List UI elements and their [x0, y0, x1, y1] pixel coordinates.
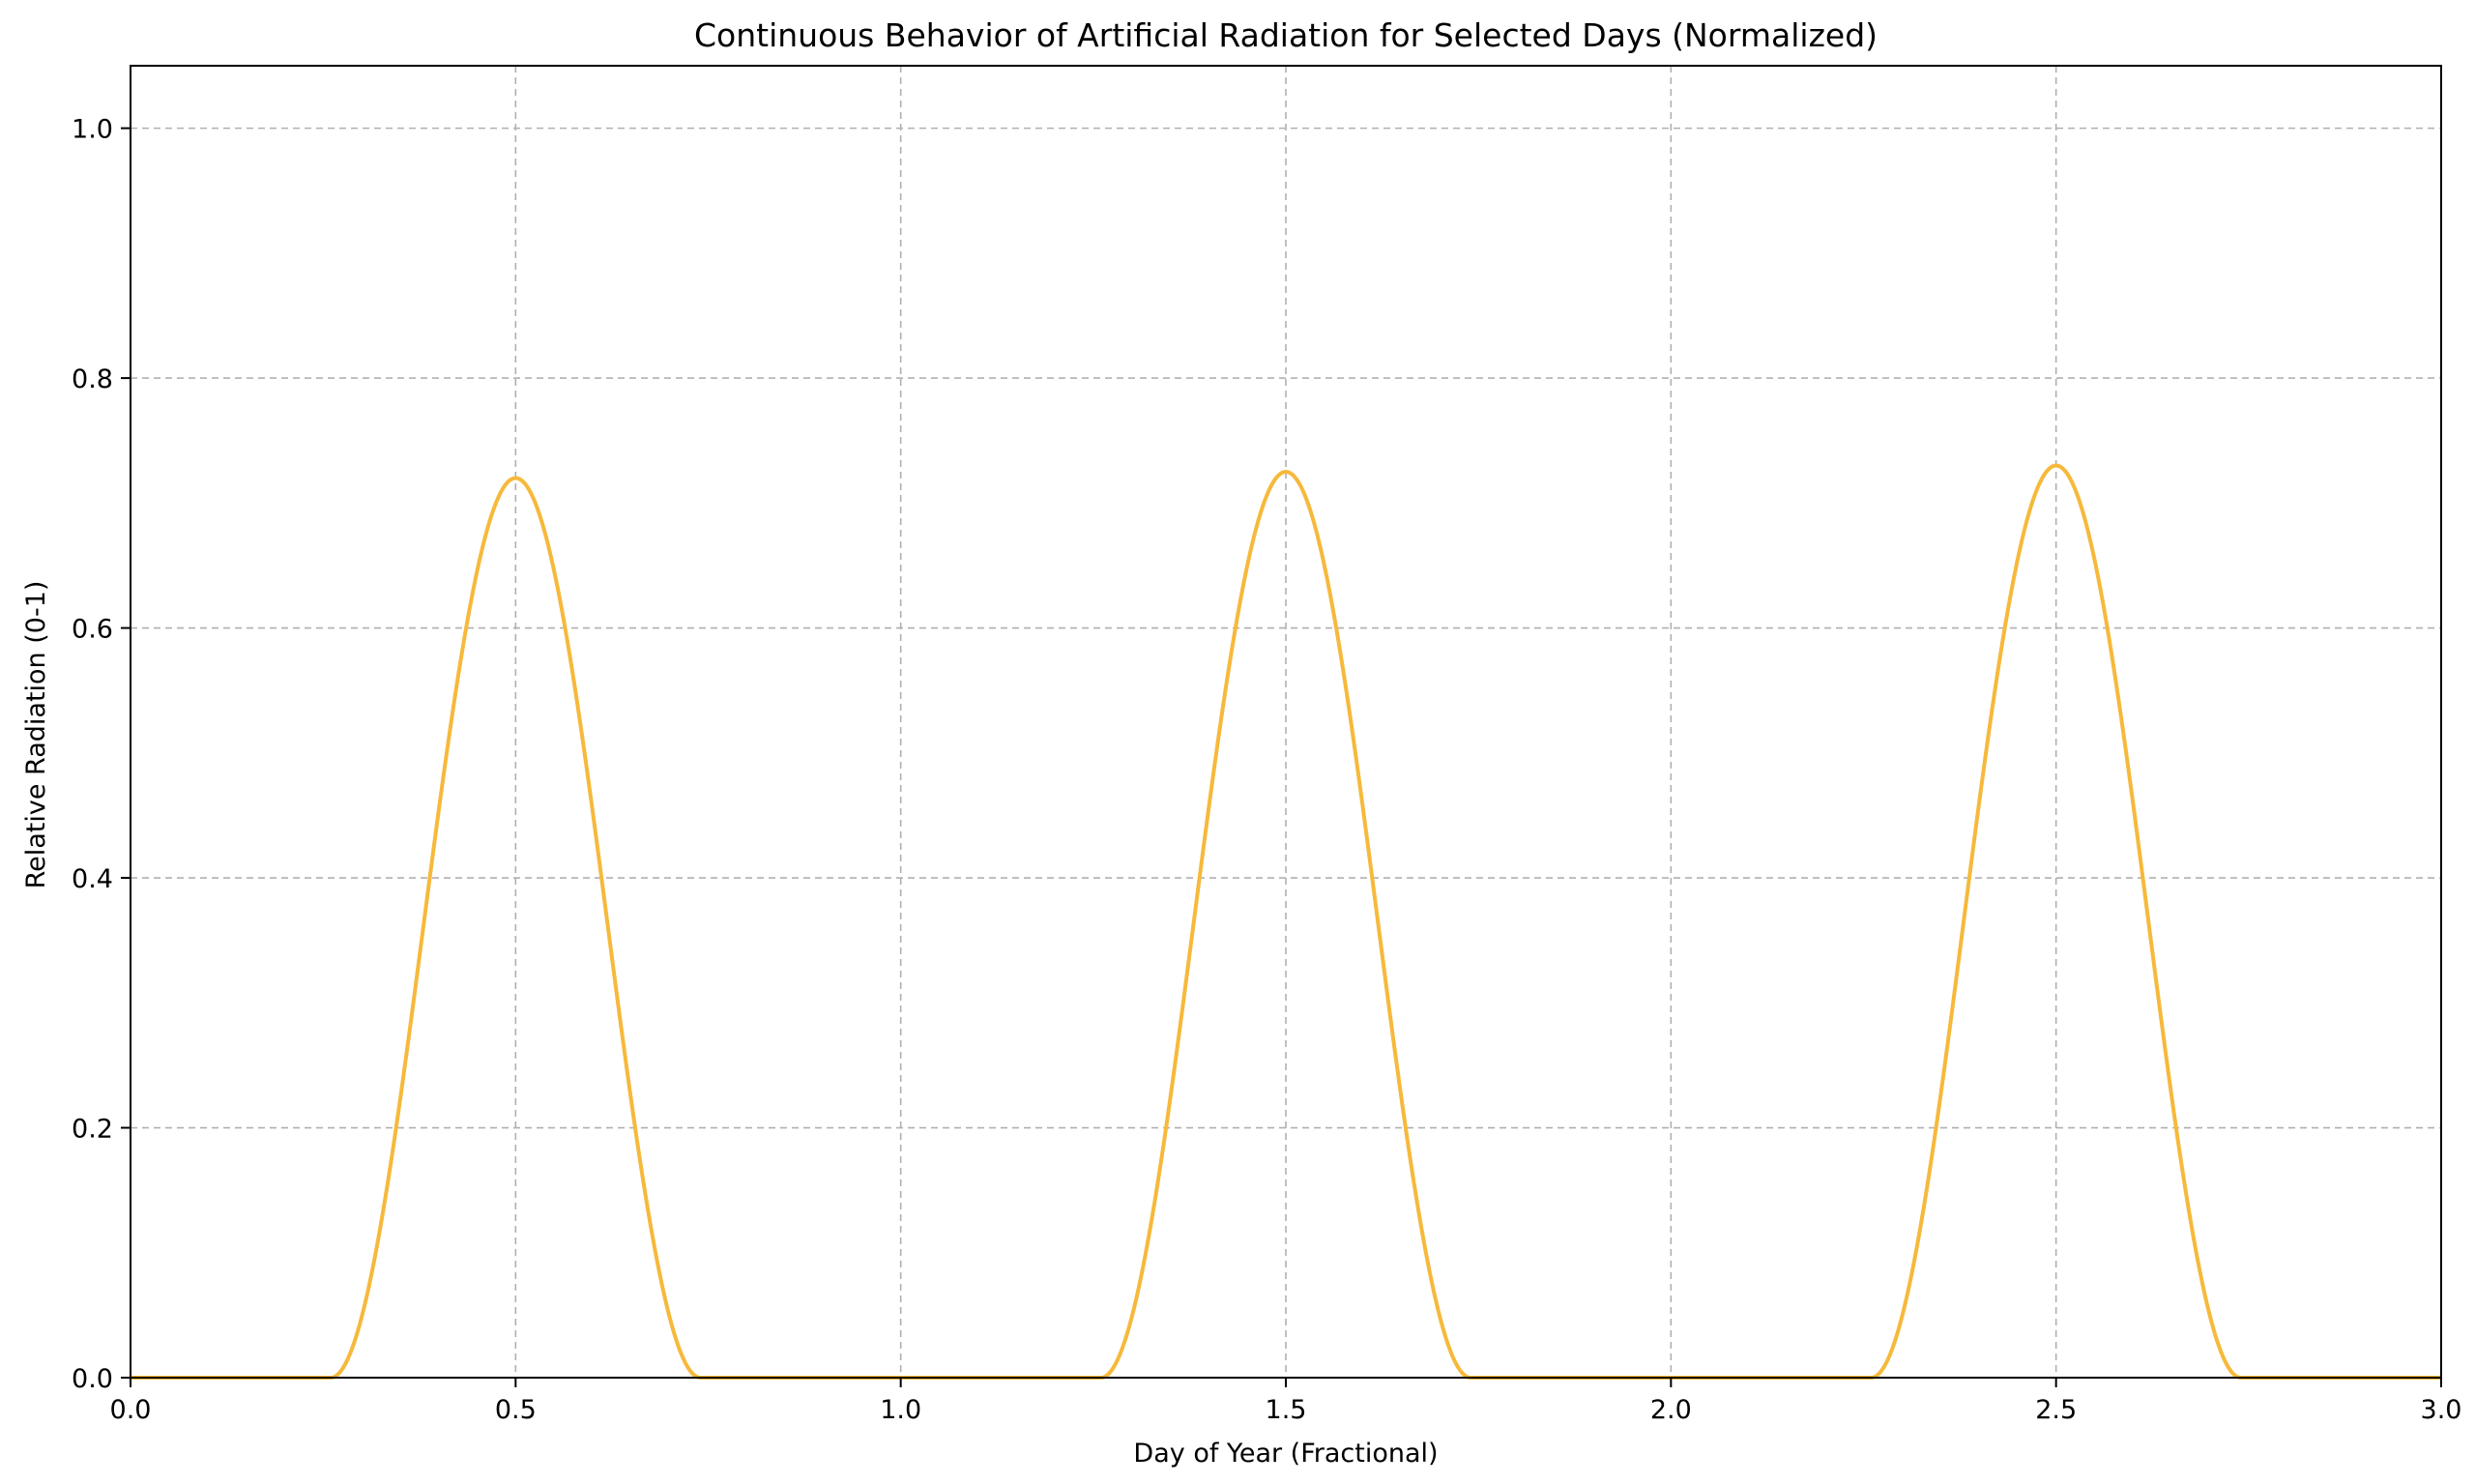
y-tick-label: 1.0 — [72, 115, 113, 145]
series-layer — [130, 463, 2442, 1380]
chart-title: Continuous Behavior of Artificial Radiat… — [694, 16, 1878, 54]
x-tick-label: 0.5 — [495, 1395, 537, 1425]
x-tick-label: 2.5 — [2035, 1395, 2077, 1425]
x-tick-label: 1.0 — [880, 1395, 921, 1425]
x-tick-label: 1.5 — [1266, 1395, 1307, 1425]
y-tick-label: 0.0 — [72, 1364, 113, 1394]
y-tick-label: 0.8 — [72, 364, 113, 394]
x-axis-label: Day of Year (Fractional) — [1133, 1439, 1438, 1469]
grid — [131, 66, 2441, 1378]
ticks: 0.0 0.5 1.0 1.5 2.0 2.5 3.0 0.0 0.2 0.4 0.6 0.8 1.0 — [72, 115, 2461, 1425]
y-axis-label: Relative Radiation (0-1) — [21, 581, 51, 889]
radiation-line — [130, 463, 2442, 1380]
y-tick-label: 0.2 — [72, 1115, 113, 1145]
x-tick-label: 2.0 — [1650, 1395, 1692, 1425]
y-tick-label: 0.4 — [72, 864, 113, 894]
y-tick-label: 0.6 — [72, 615, 113, 645]
x-tick-label: 0.0 — [110, 1395, 152, 1425]
x-tick-label: 3.0 — [2421, 1395, 2462, 1425]
